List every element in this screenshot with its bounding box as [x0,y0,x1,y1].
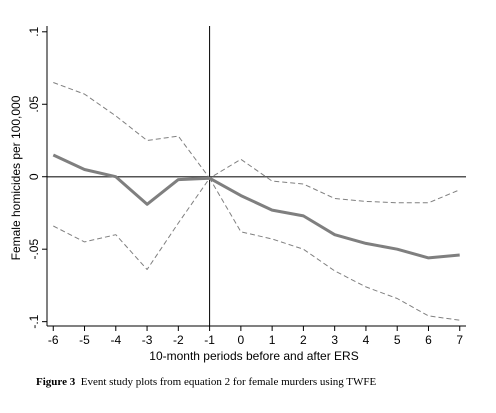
x-tick-label: 4 [363,333,370,347]
y-tick-label: -.1 [27,314,41,328]
x-tick-label: -6 [48,333,59,347]
x-axis-label: 10-month periods before and after ERS [149,349,358,363]
x-tick-label: 0 [238,333,245,347]
series-line-estimate [52,153,460,260]
series-line-ci-lower [53,177,460,321]
y-tick-label: .05 [27,96,41,113]
y-tick-label: 0 [27,173,41,180]
y-axis-label: Female homicides per 100,000 [9,95,23,260]
x-tick-label: 2 [300,333,307,347]
x-tick-label: 3 [331,333,338,347]
x-tick-label: -4 [110,333,121,347]
x-tick-label: -2 [173,333,184,347]
axis-layer: -6 -5 -4 -3 -2 -1 0 1 2 3 4 5 6 7 -.1 -.05 0 .05 .1 [27,26,466,347]
x-tick-label: 1 [269,333,276,347]
event-study-chart: -6 -5 -4 -3 -2 -1 0 1 2 3 4 5 6 7 -.1 -.05 0 .05 .1 10-mon… [9,26,466,363]
x-tick-label: 6 [425,333,432,347]
x-tick-label: -1 [204,333,215,347]
y-tick-label: -.05 [27,239,41,260]
plot-layer [47,26,466,326]
x-tick-label: -3 [142,333,153,347]
y-tick-label: .1 [27,26,41,36]
series-line-ci-upper [53,82,460,204]
x-tick-label: -5 [79,333,90,347]
figure-caption: Figure 3 Event study plots from equation… [36,376,476,388]
figure-caption-label: Figure 3 [36,376,76,388]
x-tick-label: 7 [456,333,463,347]
x-tick-label: 5 [394,333,401,347]
figure-caption-text: Event study plots from equation 2 for fe… [80,376,377,388]
